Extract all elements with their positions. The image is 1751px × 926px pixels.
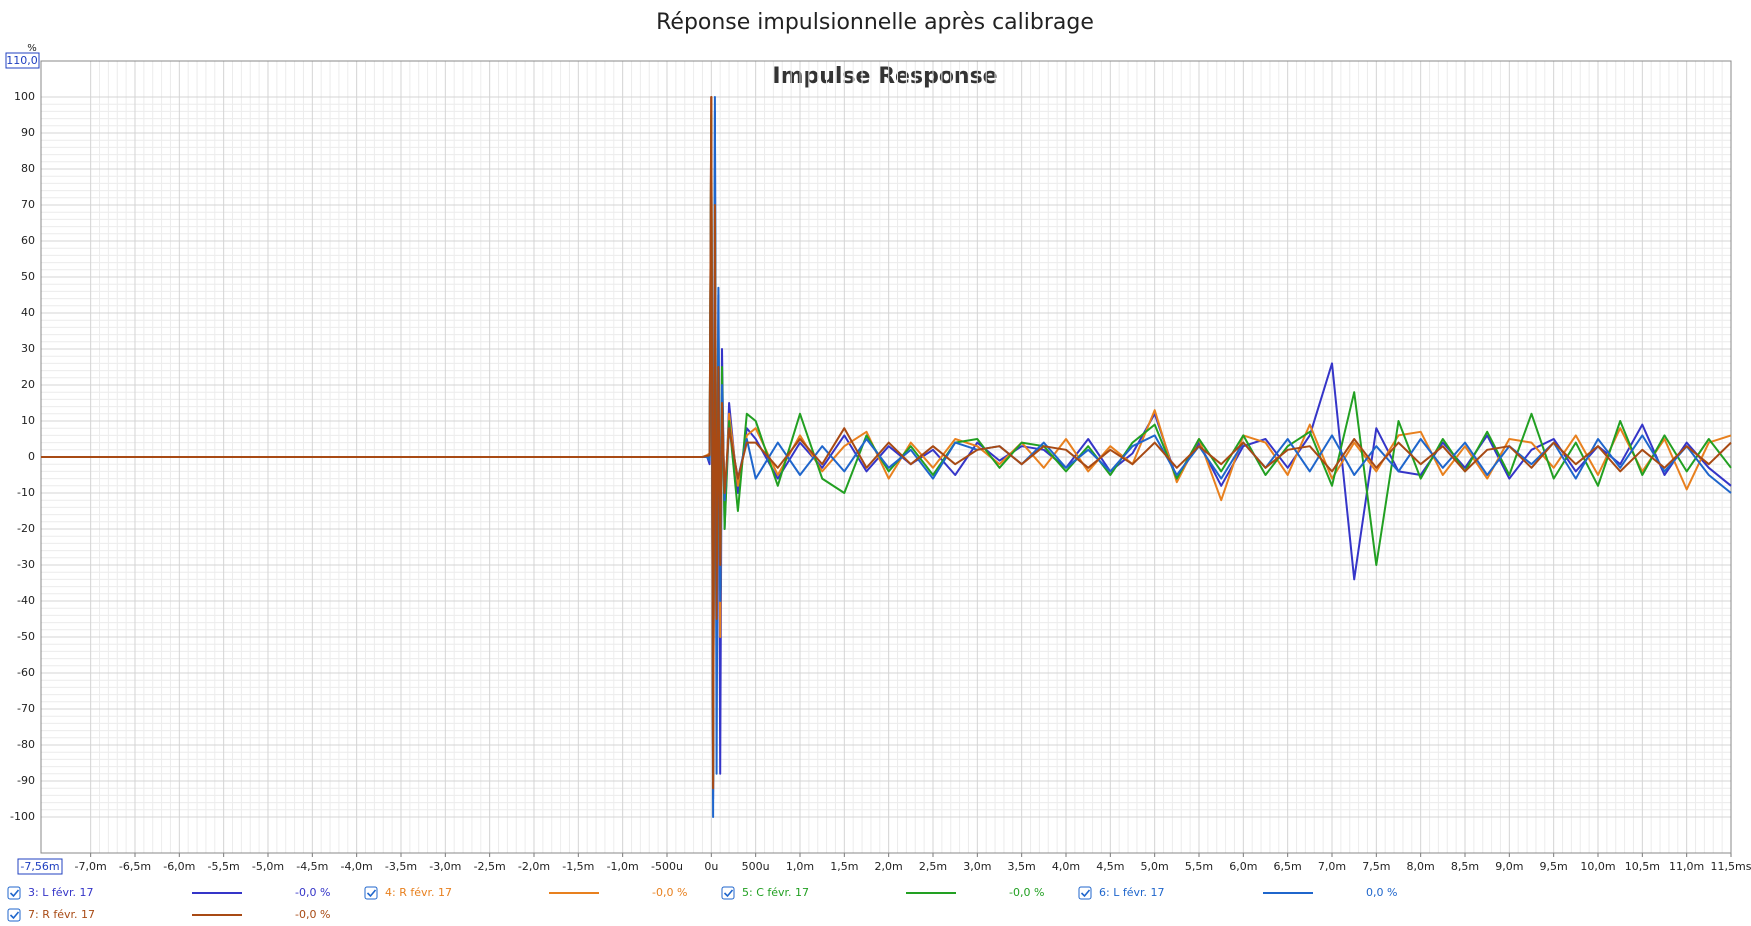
legend-checkbox[interactable]: [1078, 886, 1092, 900]
chart-subtitle: Impulse Response: [772, 64, 997, 89]
y-tick-label: -20: [17, 522, 35, 535]
x-tick-label: 10,5m: [1625, 860, 1660, 873]
x-tick-label: 9,5m: [1540, 860, 1568, 873]
x-min-box: [17, 858, 63, 875]
x-tick-label: 2,5m: [919, 860, 947, 873]
y-tick-label: -10: [17, 486, 35, 499]
x-tick-label: -3,5m: [385, 860, 417, 873]
legend-check: [9, 889, 20, 898]
x-tick-label: 3,5m: [1008, 860, 1036, 873]
x-tick-label: 7,5m: [1362, 860, 1390, 873]
legend-value: -0,0 %: [295, 908, 330, 921]
x-tick-label: -5,0m: [252, 860, 284, 873]
x-tick-label: 5,0m: [1141, 860, 1169, 873]
y-tick-label: 60: [21, 234, 35, 247]
legend-label[interactable]: 5: C févr. 17: [742, 886, 809, 899]
x-tick-label: 11,5ms: [1711, 860, 1751, 873]
x-tick-label: -2,5m: [474, 860, 506, 873]
x-tick-label: -2,0m: [518, 860, 550, 873]
x-tick-label: 8,0m: [1407, 860, 1435, 873]
y-tick-label: 10: [21, 414, 35, 427]
legend-label[interactable]: 3: L févr. 17: [28, 886, 93, 899]
series-line: [41, 96, 1732, 790]
x-tick-label: -4,5m: [296, 860, 328, 873]
y-tick-label: -50: [17, 630, 35, 643]
y-tick-label: -100: [10, 810, 35, 823]
y-tick-label: -40: [17, 594, 35, 607]
y-max-label: 110,0: [6, 54, 38, 67]
y-tick-label: -60: [17, 666, 35, 679]
y-tick-label: -80: [17, 738, 35, 751]
y-tick-label: 20: [21, 378, 35, 391]
x-tick-label: 1,0m: [786, 860, 814, 873]
legend-value: 0,0 %: [1366, 886, 1397, 899]
x-tick-label: 2,0m: [875, 860, 903, 873]
y-unit: %: [27, 43, 37, 54]
legend-value: -0,0 %: [295, 886, 330, 899]
legend-check: [366, 889, 377, 898]
legend-checkbox[interactable]: [364, 886, 378, 900]
x-tick-label: 5,5m: [1185, 860, 1213, 873]
x-tick-label: -7,0m: [75, 860, 107, 873]
x-tick-label: 9,0m: [1495, 860, 1523, 873]
legend-value: -0,0 %: [1009, 886, 1044, 899]
x-tick-label: 8,5m: [1451, 860, 1479, 873]
x-tick-label: -6,0m: [163, 860, 195, 873]
x-tick-label: -1,5m: [562, 860, 594, 873]
legend-label[interactable]: 4: R févr. 17: [385, 886, 452, 899]
x-min-label: -7,56m: [20, 860, 59, 873]
y-tick-label: 90: [21, 126, 35, 139]
x-tick-label: -500u: [651, 860, 683, 873]
x-tick-label: 7,0m: [1318, 860, 1346, 873]
x-tick-label: 3,0m: [963, 860, 991, 873]
x-tick-label: 11,0m: [1669, 860, 1704, 873]
legend-label[interactable]: 7: R févr. 17: [28, 908, 95, 921]
legend-checkbox[interactable]: [7, 908, 21, 922]
x-tick-label: -5,5m: [208, 860, 240, 873]
y-tick-label: 100: [14, 90, 35, 103]
y-tick-label: -70: [17, 702, 35, 715]
chart-title: Réponse impulsionnelle après calibrage: [656, 10, 1094, 35]
y-tick-label: 70: [21, 198, 35, 211]
y-tick-label: 40: [21, 306, 35, 319]
y-max-box: [5, 52, 40, 69]
y-tick-label: 80: [21, 162, 35, 175]
legend-label[interactable]: 6: L févr. 17: [1099, 886, 1164, 899]
x-tick-label: 6,5m: [1274, 860, 1302, 873]
x-tick-label: -4,0m: [341, 860, 373, 873]
y-tick-label: 50: [21, 270, 35, 283]
x-tick-label: 0u: [704, 860, 718, 873]
legend-check: [1080, 889, 1091, 898]
legend-check: [723, 889, 734, 898]
x-tick-label: 4,0m: [1052, 860, 1080, 873]
y-tick-label: 0: [28, 450, 35, 463]
legend-checkbox[interactable]: [7, 886, 21, 900]
x-tick-label: -6,5m: [119, 860, 151, 873]
y-tick-label: 30: [21, 342, 35, 355]
x-tick-label: -3,0m: [429, 860, 461, 873]
legend-checkbox[interactable]: [721, 886, 735, 900]
legend-value: -0,0 %: [652, 886, 687, 899]
x-tick-label: 4,5m: [1096, 860, 1124, 873]
x-tick-label: -1,0m: [607, 860, 639, 873]
y-tick-label: -90: [17, 774, 35, 787]
series-line: [41, 96, 1732, 793]
legend-check: [9, 911, 20, 920]
y-tick-label: -30: [17, 558, 35, 571]
x-tick-label: 500u: [742, 860, 770, 873]
x-tick-label: 1,5m: [830, 860, 858, 873]
x-tick-label: 10,0m: [1580, 860, 1615, 873]
x-tick-label: 6,0m: [1229, 860, 1257, 873]
